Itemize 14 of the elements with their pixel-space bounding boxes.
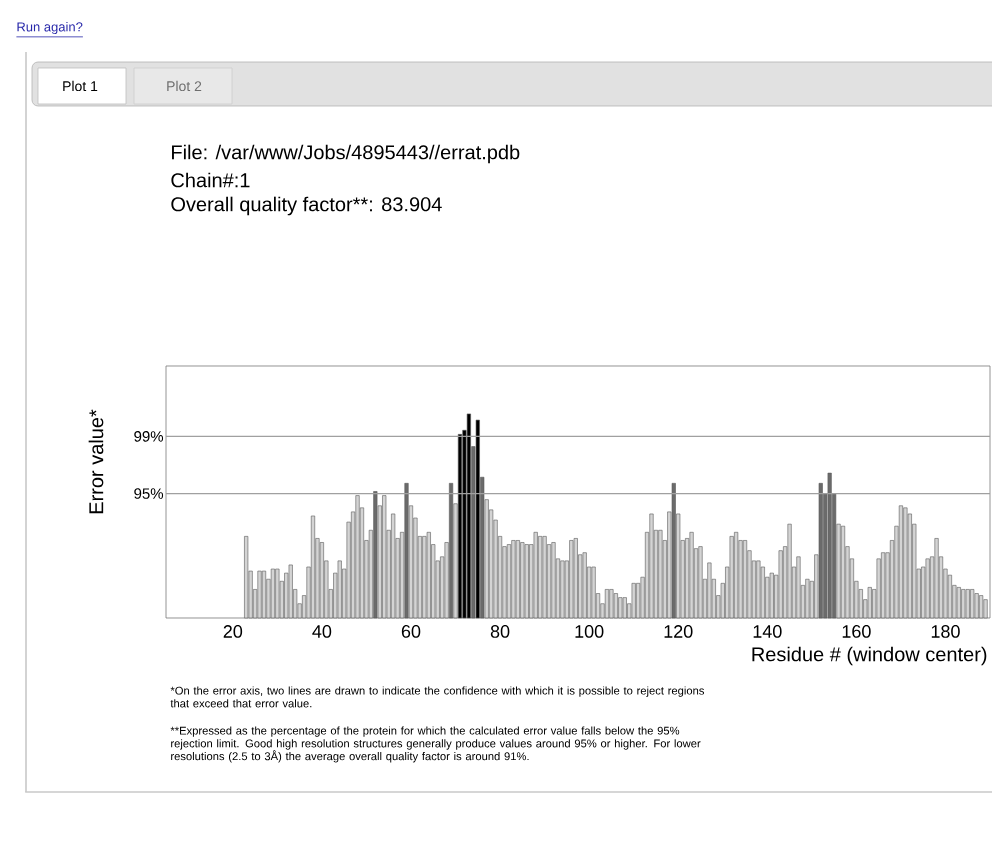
x-tick-label: 160 xyxy=(842,625,871,638)
x-axis-title: Residue # (window center) xyxy=(752,646,987,666)
y-axis-title: Error value* xyxy=(88,409,104,514)
x-tick-label: 80 xyxy=(490,625,510,638)
x-tick-label: 60 xyxy=(401,625,421,638)
text: File: /var/www/Jobs/4895443//errat.pdb xyxy=(172,144,520,164)
x-tick-label: 140 xyxy=(753,625,782,638)
text: Chain#:1 xyxy=(171,172,250,188)
x-tick-label: 100 xyxy=(575,625,604,638)
text: Overall quality factor**: 83.904 xyxy=(171,196,442,216)
x-tick-label: 40 xyxy=(312,625,332,638)
x-tick-label: 20 xyxy=(223,625,243,638)
x-tick-label: 180 xyxy=(931,625,960,638)
x-tick-label: 120 xyxy=(664,625,693,638)
